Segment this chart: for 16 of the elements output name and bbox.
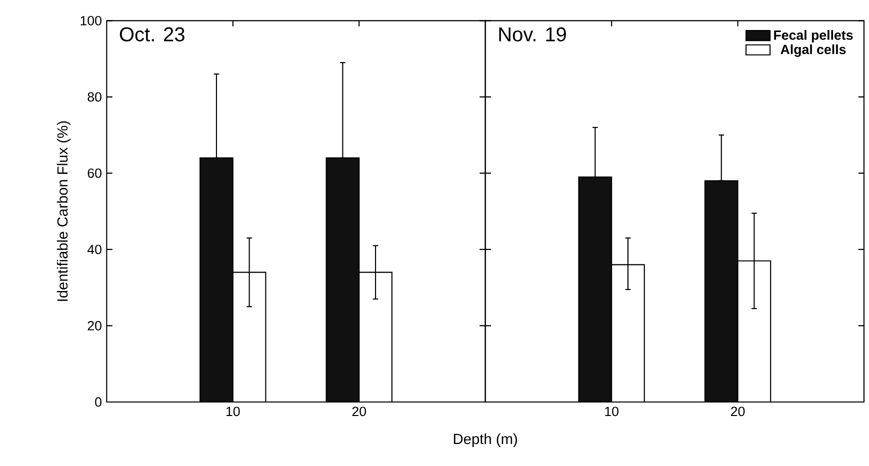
y-tick-label: 60	[88, 168, 102, 178]
x-axis-title: Depth (m)	[454, 433, 517, 448]
y-tick-label: 20	[88, 321, 102, 330]
legend-label: Fecal pellets	[774, 30, 853, 42]
legend-label: Algal cells	[780, 44, 846, 57]
chart-title: Nov. 19	[499, 27, 566, 42]
x-tick-label: 10	[605, 406, 618, 416]
chart-title: Oct. 23	[120, 27, 184, 42]
y-tick-label: 0	[95, 397, 102, 407]
y-tick-label: 80	[88, 92, 102, 102]
y-tick-label: 40	[87, 244, 102, 254]
y-axis-title: Identifiable Carbon Flux (%)	[56, 121, 71, 301]
x-tick-label: 20	[731, 406, 745, 416]
x-tick-label: 20	[352, 406, 366, 416]
x-tick-label: 10	[226, 406, 240, 416]
y-tick-label: 100	[80, 16, 102, 26]
